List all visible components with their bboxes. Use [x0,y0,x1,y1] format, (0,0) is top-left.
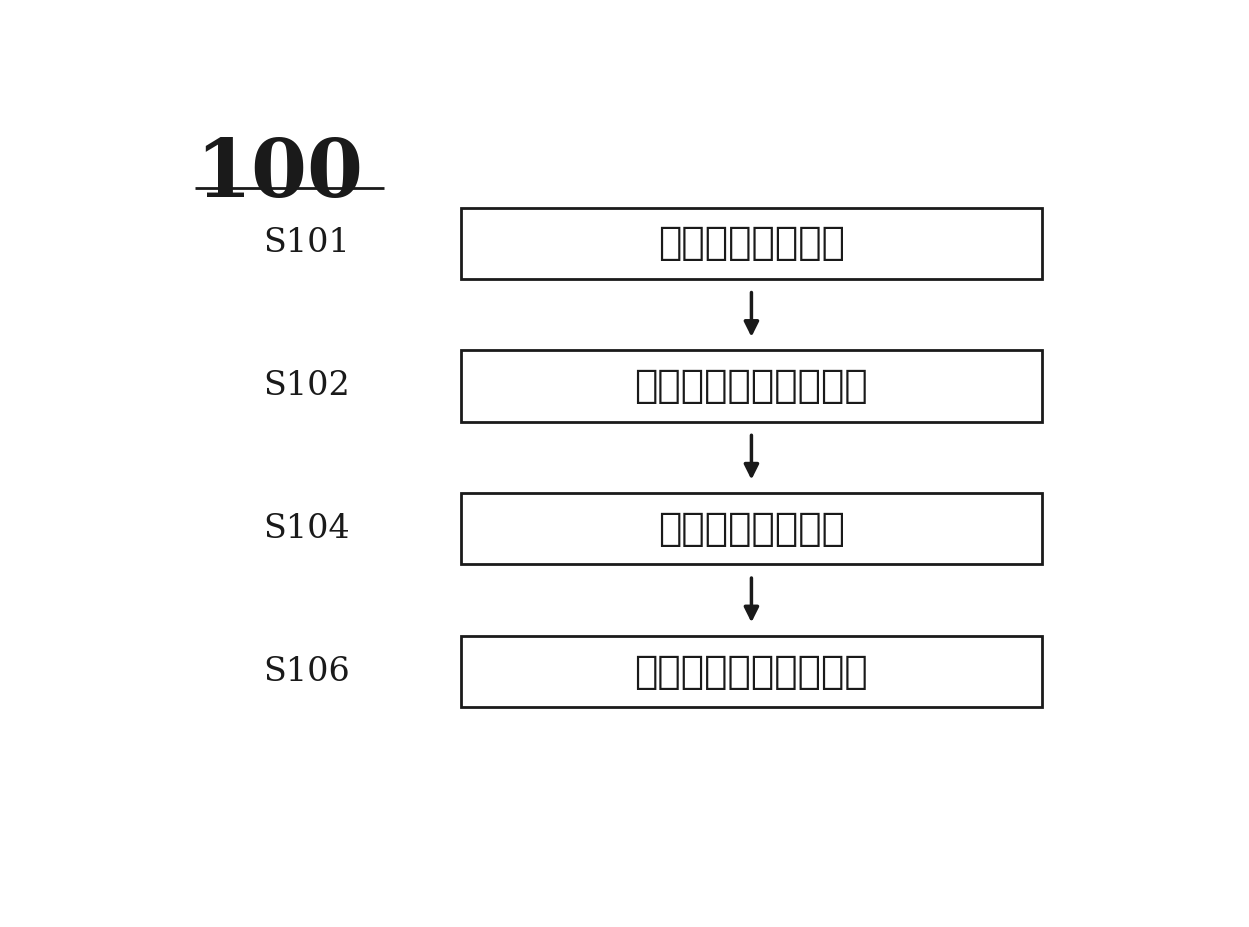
Text: 执行第一序列指令: 执行第一序列指令 [658,224,844,262]
Text: S104: S104 [262,513,350,545]
Bar [461,493,1042,565]
Bar [461,350,1042,422]
Text: S106: S106 [262,655,350,688]
Bar [461,208,1042,279]
Text: S101: S101 [262,227,350,260]
Text: 执行取消存储一次指令: 执行取消存储一次指令 [634,653,868,691]
Text: 100: 100 [195,136,363,214]
Text: 执行第二序列指令: 执行第二序列指令 [658,510,844,548]
Text: 执行设置存储一次指令: 执行设置存储一次指令 [634,367,868,405]
Text: S102: S102 [262,370,350,402]
Bar [461,636,1042,707]
